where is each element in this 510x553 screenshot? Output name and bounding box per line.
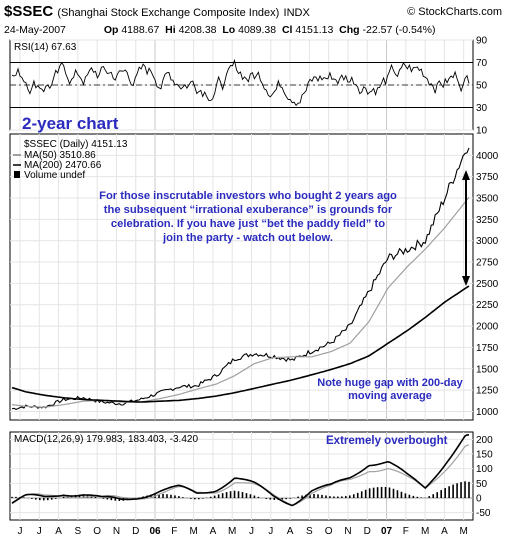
annotation-line-2: the subsequent “irrational exuberance” i… (104, 204, 393, 216)
y-tick-label: 90 (476, 36, 488, 47)
y-tick-label: 2750 (476, 258, 499, 269)
macd-legend: MACD(12,26,9) 179.983, 183.403, -3.420 (14, 434, 198, 445)
y-tick-label: 100 (476, 464, 493, 475)
y-tick-label: 1000 (476, 407, 499, 418)
x-axis-labels: J J A S O N D 06 F M A M J J A S O N D 07 F M A M (18, 526, 468, 537)
gap-note-line-1: Note huge gap with 200-day (317, 377, 463, 389)
high-label: Hi (165, 24, 176, 36)
x-tick-label: 07 (381, 526, 393, 537)
y-tick-label: 2250 (476, 300, 499, 311)
high-value: 4208.38 (178, 24, 217, 36)
y-tick-label: 3250 (476, 215, 499, 226)
legend-ssec: $SSEC (Daily) 4151.13 (24, 139, 128, 150)
rsi-legend: RSI(14) 67.63 (14, 42, 77, 53)
annotation-text: For those inscrutable investors who boug… (99, 190, 464, 402)
x-tick-label: N (113, 526, 120, 537)
brand-label: © StockCharts.com (407, 6, 502, 18)
close-label: Cl (281, 24, 293, 36)
y-tick-label: 150 (476, 450, 493, 461)
legend-volume-swatch (14, 171, 20, 178)
x-tick-label: S (306, 526, 313, 537)
x-tick-label: F (171, 526, 177, 537)
y-tick-label: 30 (476, 103, 488, 114)
x-tick-label: A (287, 526, 294, 537)
index-name: (Shanghai Stock Exchange Composite Index… (57, 7, 280, 19)
y-tick-label: 10 (476, 126, 488, 137)
y-tick-label: -50 (476, 508, 491, 519)
x-tick-label: A (210, 526, 217, 537)
x-tick-label: M (460, 526, 468, 537)
x-tick-label: A (55, 526, 62, 537)
y-tick-label: 1250 (476, 386, 499, 397)
y-tick-label: 50 (476, 479, 488, 490)
macd-line (11, 434, 469, 507)
rsi-line (11, 58, 470, 107)
legend-ma50: MA(50) 3510.86 (24, 150, 96, 161)
y-tick-label: 3000 (476, 236, 499, 247)
open-value: 4188.67 (121, 24, 160, 36)
price-panel: 1000 1250 1500 1750 2000 2250 2500 2750 3000 3250… (9, 114, 499, 421)
x-tick-label: N (344, 526, 351, 537)
y-tick-label: 1500 (476, 364, 499, 375)
open-label: Op (103, 24, 119, 36)
macd-annotation: Extremely overbought (326, 435, 448, 447)
y-tick-label: 1750 (476, 343, 499, 354)
price-series-line (11, 285, 470, 403)
symbol: $SSEC (4, 3, 54, 20)
y-tick-label: 50 (476, 81, 488, 92)
gap-arrow (462, 170, 470, 286)
annotation-line-3: celebration. If you have just “bet the p… (111, 218, 385, 230)
x-tick-label: J (249, 526, 254, 537)
chart-title: $SSEC (Shanghai Stock Exchange Composite… (4, 3, 310, 20)
x-tick-label: D (364, 526, 371, 537)
x-tick-label: M (421, 526, 429, 537)
quote-date: 24-May-2007 (4, 24, 66, 36)
x-tick-label: A (441, 526, 448, 537)
x-tick-label: J (18, 526, 23, 537)
change-value: -22.57 (-0.54%) (362, 24, 436, 36)
x-tick-label: O (93, 526, 101, 537)
x-tick-label: J (268, 526, 273, 537)
y-tick-label: 3750 (476, 172, 499, 183)
x-tick-label: J (37, 526, 42, 537)
x-tick-label: 06 (149, 526, 161, 537)
quote-info: 24-May-2007 Op 4188.67 Hi 4208.38 Lo 408… (4, 24, 435, 36)
low-value: 4089.38 (238, 24, 277, 36)
price-legend: $SSEC (Daily) 4151.13 MA(50) 3510.86 MA(… (13, 139, 128, 181)
close-value: 4151.13 (295, 24, 334, 36)
macd-panel: -50 0 50 100 150 200 MACD(12,26,9) 179.983, 1… (9, 431, 493, 521)
macd-signal-line (11, 444, 470, 506)
y-tick-label: 2500 (476, 279, 499, 290)
legend-volume: Volume undef (24, 170, 85, 181)
x-tick-label: M (228, 526, 236, 537)
rsi-panel: RSI(14) 67.63 10 30 50 70 90 (9, 36, 488, 137)
y-tick-label: 70 (476, 58, 488, 69)
annotation-line-1: For those inscrutable investors who boug… (99, 190, 397, 202)
x-tick-label: D (132, 526, 139, 537)
y-tick-label: 2000 (476, 322, 499, 333)
x-tick-label: O (325, 526, 333, 537)
x-tick-label: M (189, 526, 197, 537)
gap-note-line-2: moving average (348, 390, 432, 402)
two-year-label: 2-year chart (22, 114, 119, 133)
price-series-line (11, 196, 470, 408)
x-tick-label: S (75, 526, 82, 537)
y-tick-label: 200 (476, 435, 493, 446)
annotation-line-4: join the party - watch out below. (162, 232, 333, 244)
change-label: Chg (339, 24, 360, 36)
y-tick-label: 4000 (476, 151, 499, 162)
exchange: INDX (283, 7, 310, 19)
x-tick-label: F (403, 526, 409, 537)
low-label: Lo (222, 24, 236, 36)
y-tick-label: 0 (476, 494, 482, 505)
legend-ma200: MA(200) 2470.66 (24, 160, 102, 171)
y-tick-label: 3500 (476, 194, 499, 205)
